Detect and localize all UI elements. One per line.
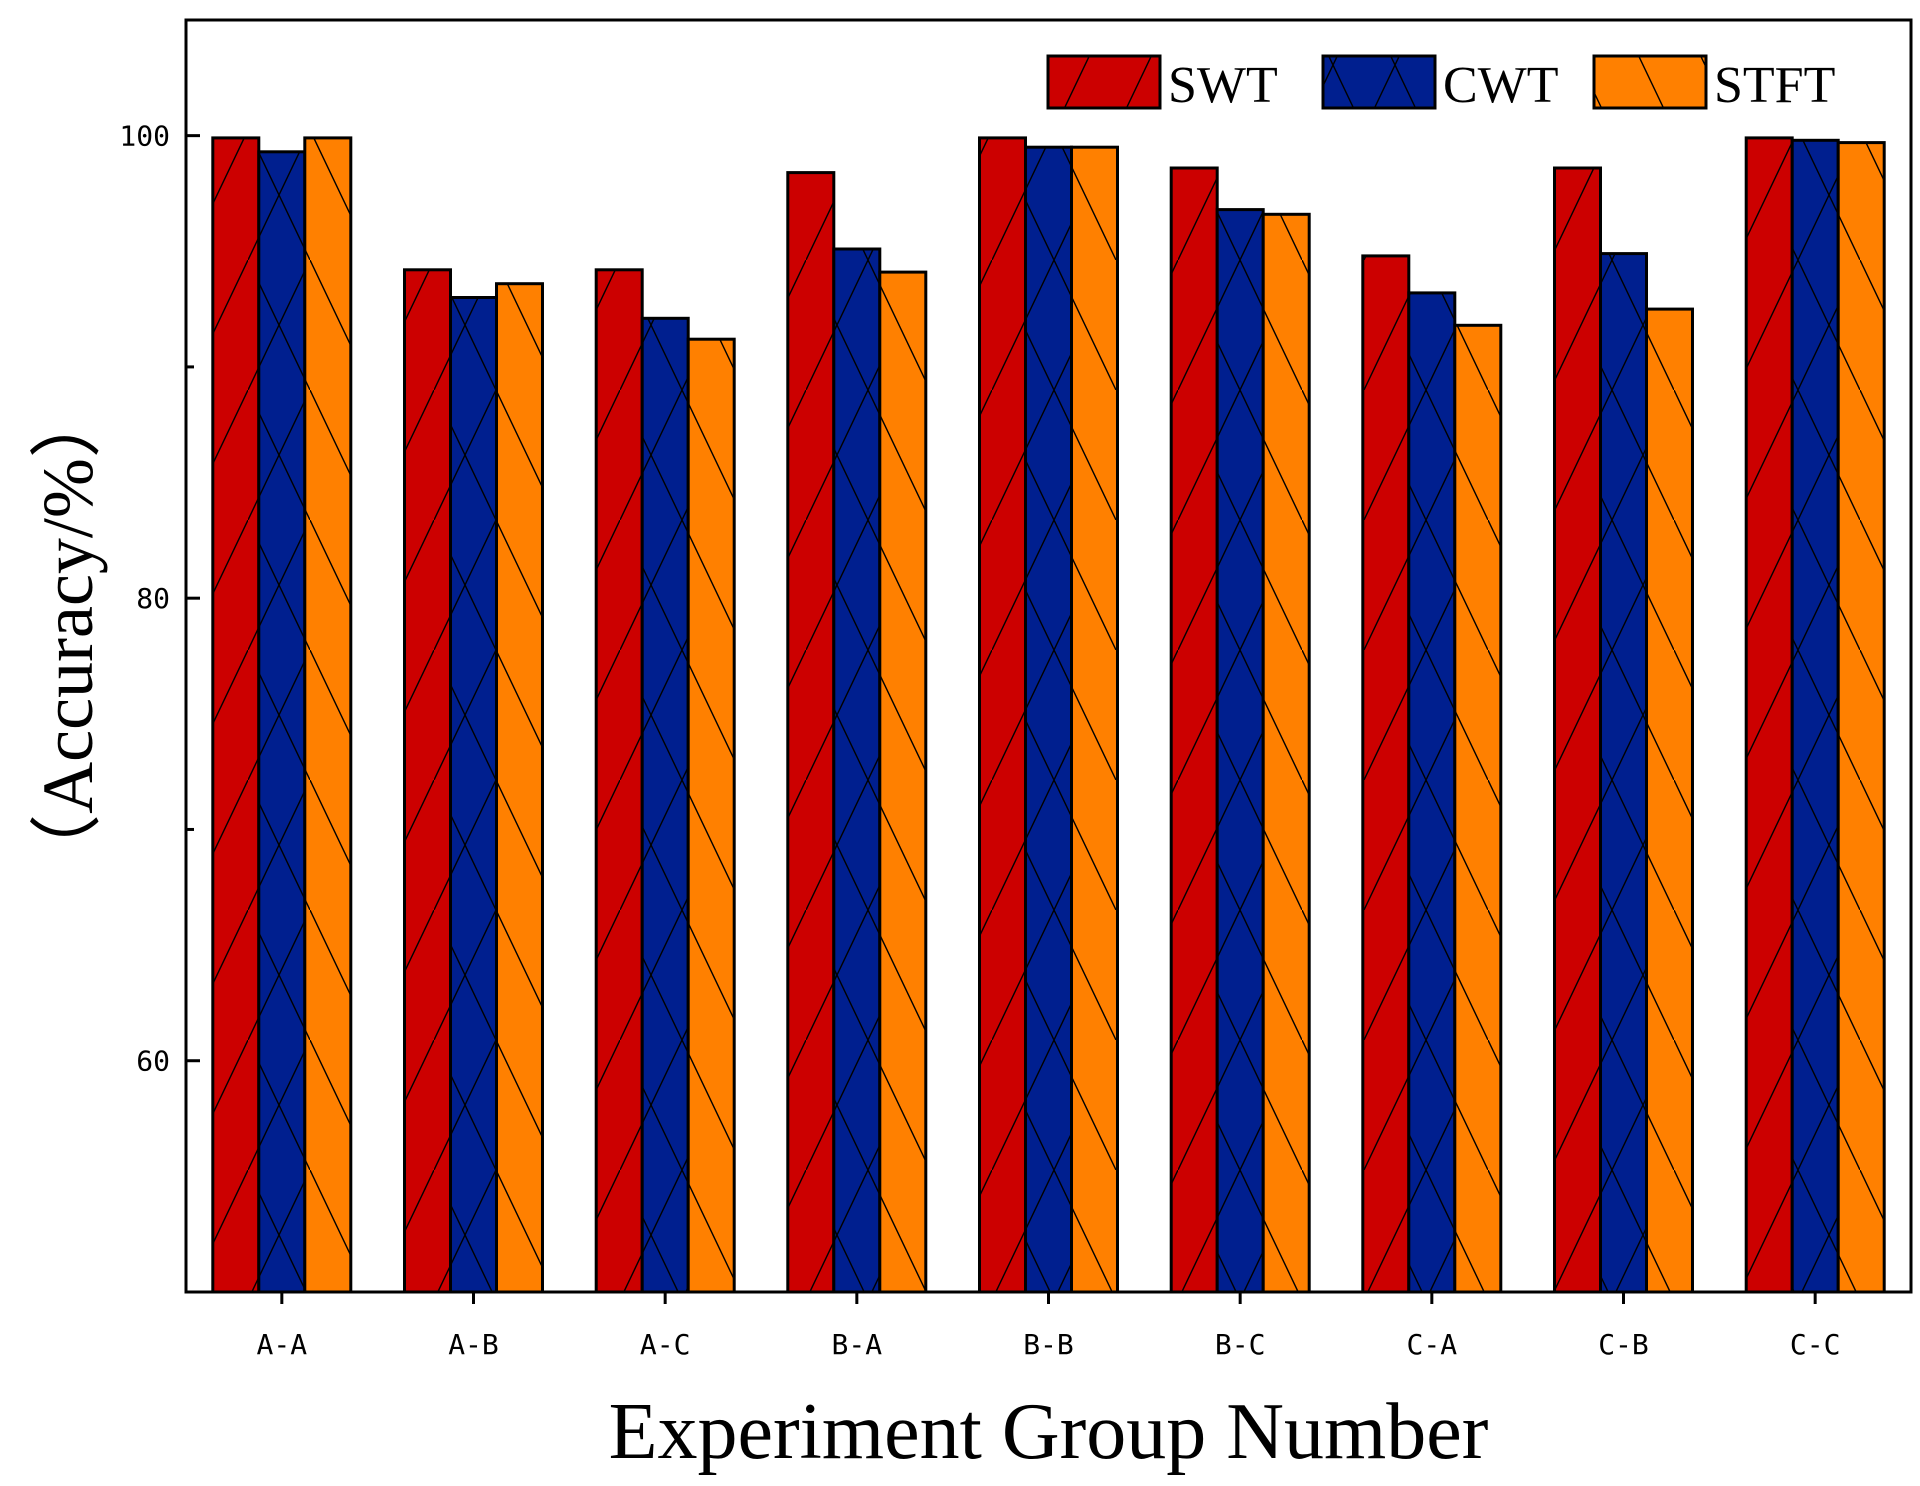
bar-cwt-a-a [257, 150, 307, 1294]
legend-item-stft: STFT [1592, 54, 1835, 114]
bar-cwt-b-c [1215, 208, 1265, 1294]
bar-cwt-b-a [832, 247, 882, 1294]
legend-label-stft: STFT [1714, 57, 1835, 114]
x-tick-label: C-A [1407, 1328, 1458, 1361]
bar-cwt-c-b [1599, 252, 1648, 1294]
bar-swt-c-c [1744, 136, 1794, 1294]
bar-stft-b-a [878, 270, 928, 1294]
bar-swt-c-a [1361, 254, 1411, 1294]
legend-label-swt: SWT [1168, 57, 1278, 114]
legend-swatch-stft [1592, 54, 1708, 110]
legend-label-cwt: CWT [1443, 57, 1559, 114]
bar-cwt-a-c [640, 316, 690, 1294]
bar-stft-c-a [1453, 323, 1503, 1294]
y-tick-label: 80 [136, 582, 170, 615]
bar-stft-b-c [1261, 212, 1311, 1294]
legend-swatch-cwt [1321, 54, 1437, 110]
y-axis-title: （Accuracy/%） [28, 386, 108, 886]
x-axis-title: Experiment Group Number [609, 1388, 1489, 1476]
x-tick-label: A-C [640, 1328, 691, 1361]
bar-swt-c-b [1553, 166, 1602, 1294]
x-tick-label: A-B [448, 1328, 499, 1361]
x-tick-label: C-B [1598, 1328, 1649, 1361]
axis-layer: A-A A-B A-C B-A B-B B-C C-A C-B C-C 60 80 100 [119, 120, 1840, 1361]
bar-swt-a-a [211, 136, 261, 1294]
bar-cwt-c-c [1790, 138, 1840, 1294]
y-tick-label: 60 [136, 1045, 170, 1078]
bar-swt-b-c [1169, 166, 1219, 1294]
legend-item-cwt: CWT [1321, 54, 1559, 114]
x-tick-label: C-C [1790, 1328, 1841, 1361]
x-tick-label: B-B [1023, 1328, 1074, 1361]
bar-cwt-a-b [449, 296, 498, 1294]
bars-layer [211, 136, 1886, 1294]
bar-cwt-c-a [1407, 291, 1457, 1294]
x-tick-label: A-A [257, 1328, 308, 1361]
bar-stft-a-c [686, 337, 736, 1294]
x-tick-label: B-C [1215, 1328, 1266, 1361]
x-tick-label: B-A [832, 1328, 883, 1361]
bar-stft-a-a [303, 136, 353, 1294]
legend: SWT CWT STFT [1046, 54, 1835, 114]
legend-item-swt: SWT [1046, 54, 1278, 114]
bar-swt-a-c [594, 268, 644, 1294]
bar-stft-a-b [495, 282, 544, 1294]
bar-cwt-b-b [1024, 145, 1073, 1294]
bar-stft-c-c [1836, 141, 1886, 1294]
bar-stft-b-b [1070, 145, 1119, 1294]
y-tick-label: 100 [119, 120, 170, 153]
bar-stft-c-b [1645, 307, 1694, 1294]
bar-swt-b-a [786, 171, 836, 1294]
bar-swt-b-b [978, 136, 1027, 1294]
legend-swatch-swt [1046, 54, 1162, 110]
bar-swt-a-b [403, 268, 452, 1294]
